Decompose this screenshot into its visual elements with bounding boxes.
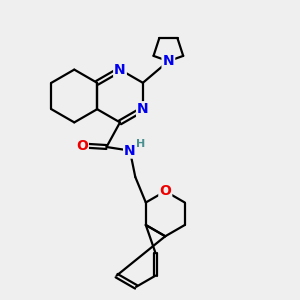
Text: O: O [159,184,171,198]
Text: N: N [163,54,174,68]
Text: N: N [114,63,126,76]
Text: N: N [137,102,149,116]
Text: H: H [136,139,145,149]
Text: O: O [76,139,88,152]
Text: N: N [124,144,136,158]
